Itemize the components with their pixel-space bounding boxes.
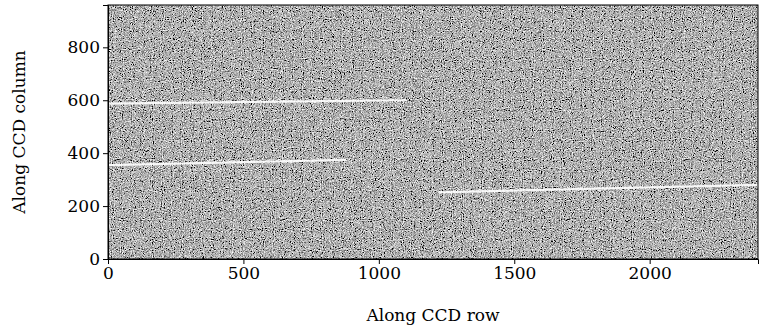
tick-mark (103, 206, 108, 207)
tick: 2000 (629, 259, 672, 283)
tick-mark (103, 259, 108, 260)
tick-label: 0 (103, 263, 114, 283)
y-axis-title: Along CCD column (9, 50, 29, 214)
tick: 800 (68, 37, 108, 57)
plot: 0 500 1000 1500 2000 0 200 400 600 800 (68, 5, 759, 283)
tick: 200 (68, 196, 108, 216)
ccd-noise (108, 5, 758, 259)
streak (108, 100, 406, 103)
tick-label: 600 (68, 90, 100, 110)
tick-mark (103, 153, 108, 154)
tick-label: 400 (68, 143, 100, 163)
tick: 400 (68, 143, 108, 163)
tick-label: 1500 (493, 263, 536, 283)
tick-label: 2000 (629, 263, 672, 283)
tick: 1500 (493, 259, 536, 283)
tick-label: 1000 (358, 263, 401, 283)
x-axis-title: Along CCD row (365, 305, 500, 325)
tick-mark (103, 47, 108, 48)
tick: 1000 (358, 259, 401, 283)
tick-label: 200 (68, 196, 100, 216)
tick: 500 (228, 259, 260, 283)
y-axis: 0 200 400 600 800 (68, 6, 109, 269)
tick-label: 0 (89, 249, 100, 269)
tick-label: 500 (228, 263, 260, 283)
tick-label: 800 (68, 37, 100, 57)
axis-line (103, 6, 109, 260)
tick: 0 (89, 249, 108, 269)
chart: 0 500 1000 1500 2000 0 200 400 600 800 Along CCD r… (0, 0, 761, 329)
x-axis: 0 500 1000 1500 2000 (103, 259, 758, 283)
ccd-background (108, 5, 758, 259)
frame (108, 5, 758, 259)
streak (438, 185, 758, 192)
streaks (108, 100, 758, 192)
tick: 0 (103, 259, 114, 283)
tick-mark (103, 100, 108, 101)
tick: 600 (68, 90, 108, 110)
streak (108, 160, 346, 165)
